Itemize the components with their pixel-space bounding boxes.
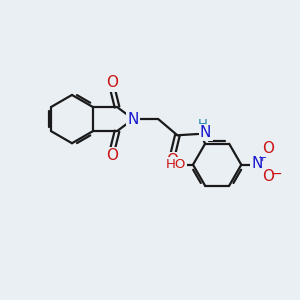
- Text: HO: HO: [166, 158, 186, 171]
- Text: N: N: [251, 156, 262, 171]
- Text: O: O: [106, 148, 118, 163]
- Text: O: O: [106, 75, 118, 90]
- Text: −: −: [270, 167, 282, 181]
- Text: O: O: [166, 153, 178, 168]
- Text: N: N: [128, 112, 139, 127]
- Text: O: O: [262, 169, 274, 184]
- Text: O: O: [262, 141, 274, 156]
- Text: +: +: [258, 153, 268, 163]
- Text: H: H: [198, 118, 208, 131]
- Text: N: N: [200, 125, 211, 140]
